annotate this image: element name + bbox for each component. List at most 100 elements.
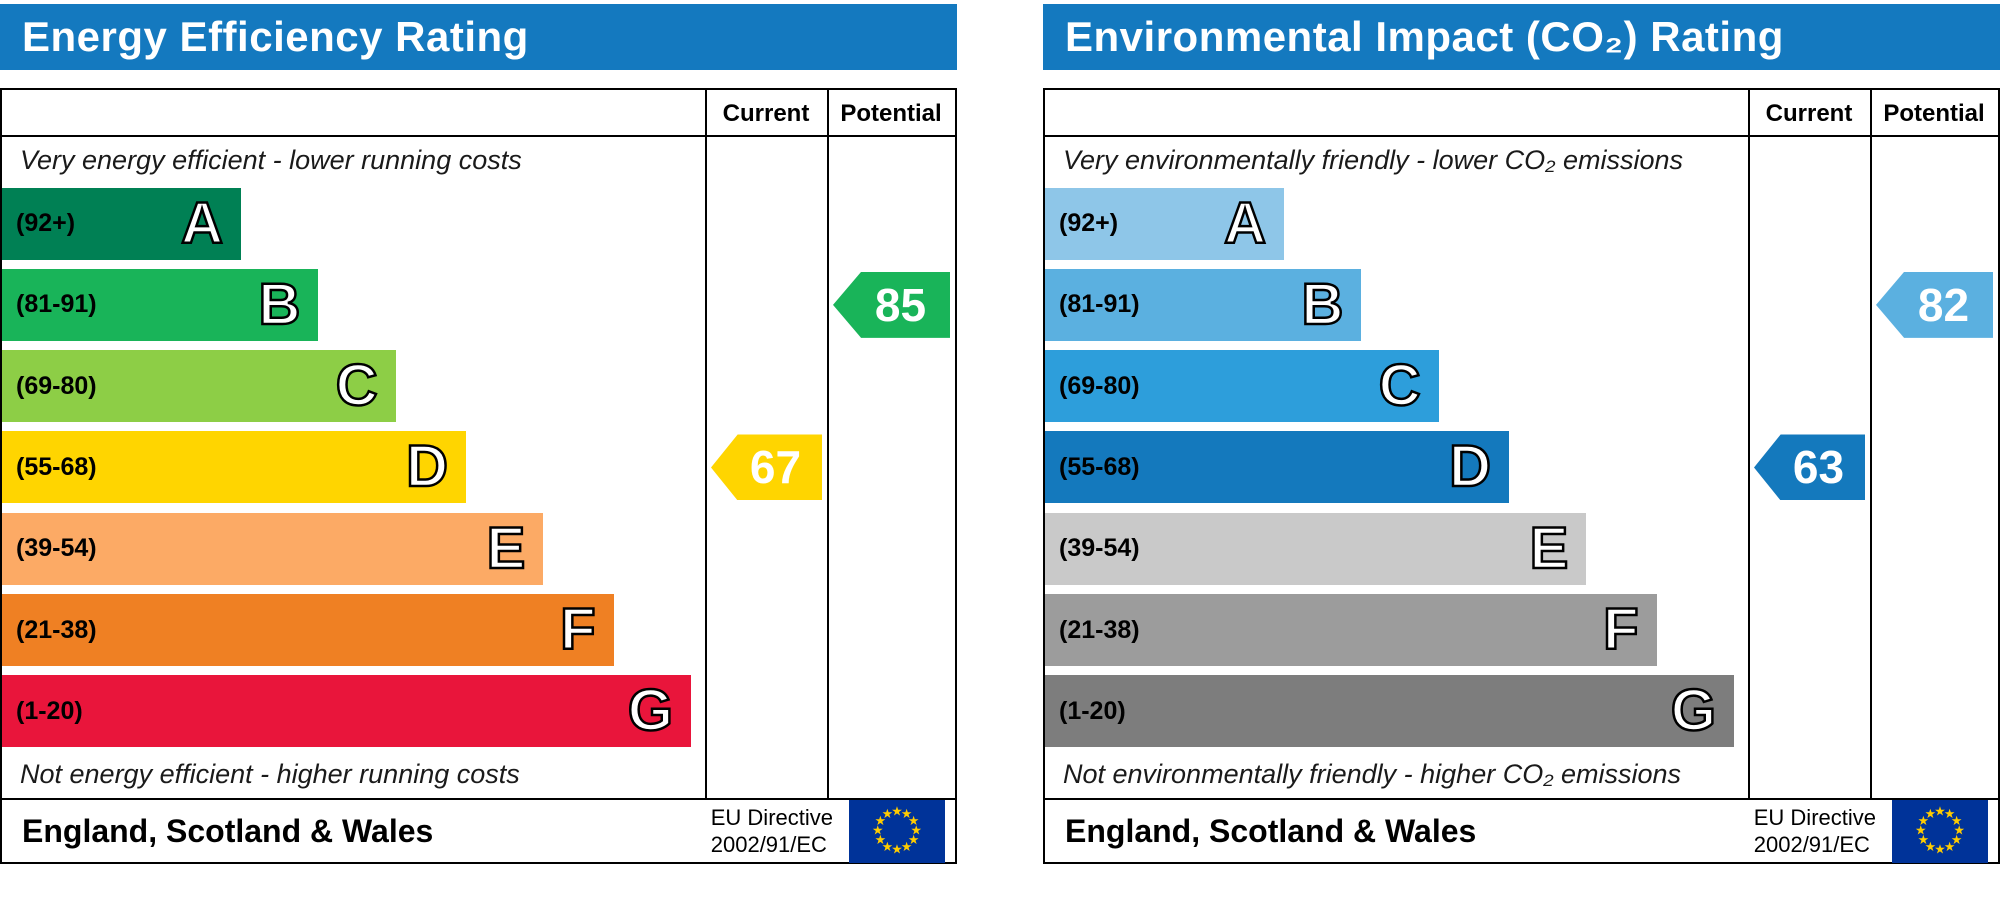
eu-directive-line2: 2002/91/EC bbox=[710, 832, 827, 857]
potential-rating-arrow: 82 bbox=[1876, 271, 1993, 338]
rating-band-a: (92+) A bbox=[1045, 187, 1285, 260]
band-letter: A bbox=[1223, 190, 1267, 256]
potential-column-divider bbox=[827, 90, 955, 798]
svg-text:★: ★ bbox=[1944, 840, 1955, 855]
band-letter: F bbox=[559, 597, 597, 663]
rating-band-g: (1-20) G bbox=[2, 675, 691, 748]
band-row-a: (92+) A bbox=[2, 183, 705, 264]
environmental-impact-chart: Environmental Impact (CO₂) Rating Curren… bbox=[1043, 4, 2000, 864]
eu-directive-label: EU Directive 2002/91/EC bbox=[1754, 804, 1876, 859]
band-range-label: (81-91) bbox=[16, 290, 97, 319]
svg-text:★: ★ bbox=[1953, 824, 1964, 839]
current-column-header: Current bbox=[1765, 99, 1853, 127]
rating-band-d: (55-68) D bbox=[2, 431, 466, 504]
svg-text:★: ★ bbox=[1925, 807, 1936, 822]
band-row-b: (81-91) B bbox=[1045, 264, 1748, 345]
svg-text:★: ★ bbox=[908, 833, 919, 848]
potential-rating-value: 85 bbox=[874, 278, 927, 331]
band-range-label: (81-91) bbox=[1059, 290, 1140, 319]
current-column-header: Current bbox=[722, 99, 810, 127]
band-range-label: (92+) bbox=[16, 209, 76, 238]
svg-text:★: ★ bbox=[910, 824, 921, 839]
bottom-caption: Not environmentally friendly - higher CO… bbox=[1063, 759, 1682, 790]
band-letter: G bbox=[1670, 678, 1718, 744]
band-row-c: (69-80) C bbox=[2, 346, 705, 427]
rating-band-e: (39-54) E bbox=[1045, 512, 1587, 585]
band-letter: G bbox=[627, 678, 675, 744]
band-row-d: (55-68) D bbox=[1045, 427, 1748, 508]
band-letter: F bbox=[1602, 597, 1640, 663]
band-letter: C bbox=[1378, 353, 1422, 419]
epc-ratings-page: Energy Efficiency Rating Current Potenti… bbox=[0, 4, 2000, 864]
potential-column-divider bbox=[1870, 90, 1998, 798]
band-range-label: (55-68) bbox=[16, 452, 97, 481]
svg-text:★: ★ bbox=[1915, 824, 1926, 839]
rating-band-g: (1-20) G bbox=[1045, 675, 1734, 748]
band-letter: E bbox=[1528, 515, 1569, 581]
svg-text:★: ★ bbox=[875, 814, 886, 829]
svg-text:★: ★ bbox=[1951, 833, 1962, 848]
band-range-label: (1-20) bbox=[1059, 696, 1126, 725]
current-rating-value: 63 bbox=[1792, 441, 1845, 494]
eu-directive-line2: 2002/91/EC bbox=[1753, 832, 1870, 857]
svg-text:★: ★ bbox=[891, 843, 902, 858]
rating-table: Current Potential Very environmentally f… bbox=[1043, 88, 2000, 800]
band-row-b: (81-91) B bbox=[2, 264, 705, 345]
band-letter: C bbox=[335, 353, 379, 419]
band-row-e: (39-54) E bbox=[1045, 508, 1748, 589]
potential-column-header: Potential bbox=[840, 99, 942, 127]
band-letter: B bbox=[257, 271, 301, 337]
region-label: England, Scotland & Wales bbox=[22, 812, 434, 849]
rating-band-a: (92+) A bbox=[2, 187, 242, 260]
band-letter: E bbox=[485, 515, 526, 581]
rating-band-c: (69-80) C bbox=[1045, 350, 1439, 423]
band-range-label: (21-38) bbox=[16, 615, 97, 644]
band-range-label: (39-54) bbox=[16, 534, 97, 563]
band-letter: B bbox=[1300, 271, 1344, 337]
svg-text:★: ★ bbox=[882, 807, 893, 822]
band-row-c: (69-80) C bbox=[1045, 346, 1748, 427]
rating-band-f: (21-38) F bbox=[2, 594, 614, 667]
chart-footer: England, Scotland & Wales EU Directive 2… bbox=[1043, 798, 2000, 864]
eu-flag-icon: ★★★ ★★★ ★★★ ★★★ bbox=[1892, 799, 1988, 863]
region-label: England, Scotland & Wales bbox=[1065, 812, 1477, 849]
svg-text:★: ★ bbox=[875, 833, 886, 848]
svg-text:★: ★ bbox=[1951, 814, 1962, 829]
band-range-label: (92+) bbox=[1059, 209, 1119, 238]
band-row-a: (92+) A bbox=[1045, 183, 1748, 264]
svg-text:★: ★ bbox=[882, 840, 893, 855]
chart-footer: England, Scotland & Wales EU Directive 2… bbox=[0, 798, 957, 864]
current-rating-value: 67 bbox=[749, 441, 802, 494]
svg-text:★: ★ bbox=[1944, 807, 1955, 822]
top-caption: Very environmentally friendly - lower CO… bbox=[1063, 144, 1683, 175]
band-range-label: (69-80) bbox=[1059, 371, 1140, 400]
rating-band-d: (55-68) D bbox=[1045, 431, 1509, 504]
band-row-e: (39-54) E bbox=[2, 508, 705, 589]
chart-title: Energy Efficiency Rating bbox=[22, 13, 529, 60]
band-letter: A bbox=[180, 190, 224, 256]
svg-text:★: ★ bbox=[1925, 840, 1936, 855]
band-row-g: (1-20) G bbox=[1045, 671, 1748, 752]
svg-text:★: ★ bbox=[1934, 843, 1945, 858]
band-row-f: (21-38) F bbox=[1045, 589, 1748, 670]
band-range-label: (69-80) bbox=[16, 371, 97, 400]
svg-text:★: ★ bbox=[908, 814, 919, 829]
eu-flag-icon: ★★★ ★★★ ★★★ ★★★ bbox=[849, 799, 945, 863]
band-row-g: (1-20) G bbox=[2, 671, 705, 752]
energy-efficiency-chart: Energy Efficiency Rating Current Potenti… bbox=[0, 4, 957, 864]
band-range-label: (1-20) bbox=[16, 696, 83, 725]
chart-title-bar: Energy Efficiency Rating bbox=[0, 4, 957, 70]
rating-table: Current Potential Very energy efficient … bbox=[0, 88, 957, 800]
top-caption: Very energy efficient - lower running co… bbox=[20, 144, 522, 175]
band-range-label: (21-38) bbox=[1059, 615, 1140, 644]
svg-text:★: ★ bbox=[872, 824, 883, 839]
band-row-f: (21-38) F bbox=[2, 589, 705, 670]
band-letter: D bbox=[1448, 434, 1492, 500]
band-row-d: (55-68) D bbox=[2, 427, 705, 508]
svg-text:★: ★ bbox=[891, 804, 902, 819]
svg-text:★: ★ bbox=[901, 840, 912, 855]
chart-title-bar: Environmental Impact (CO₂) Rating bbox=[1043, 4, 2000, 70]
svg-text:★: ★ bbox=[1934, 804, 1945, 819]
svg-text:★: ★ bbox=[1918, 814, 1929, 829]
potential-column-header: Potential bbox=[1883, 99, 1985, 127]
